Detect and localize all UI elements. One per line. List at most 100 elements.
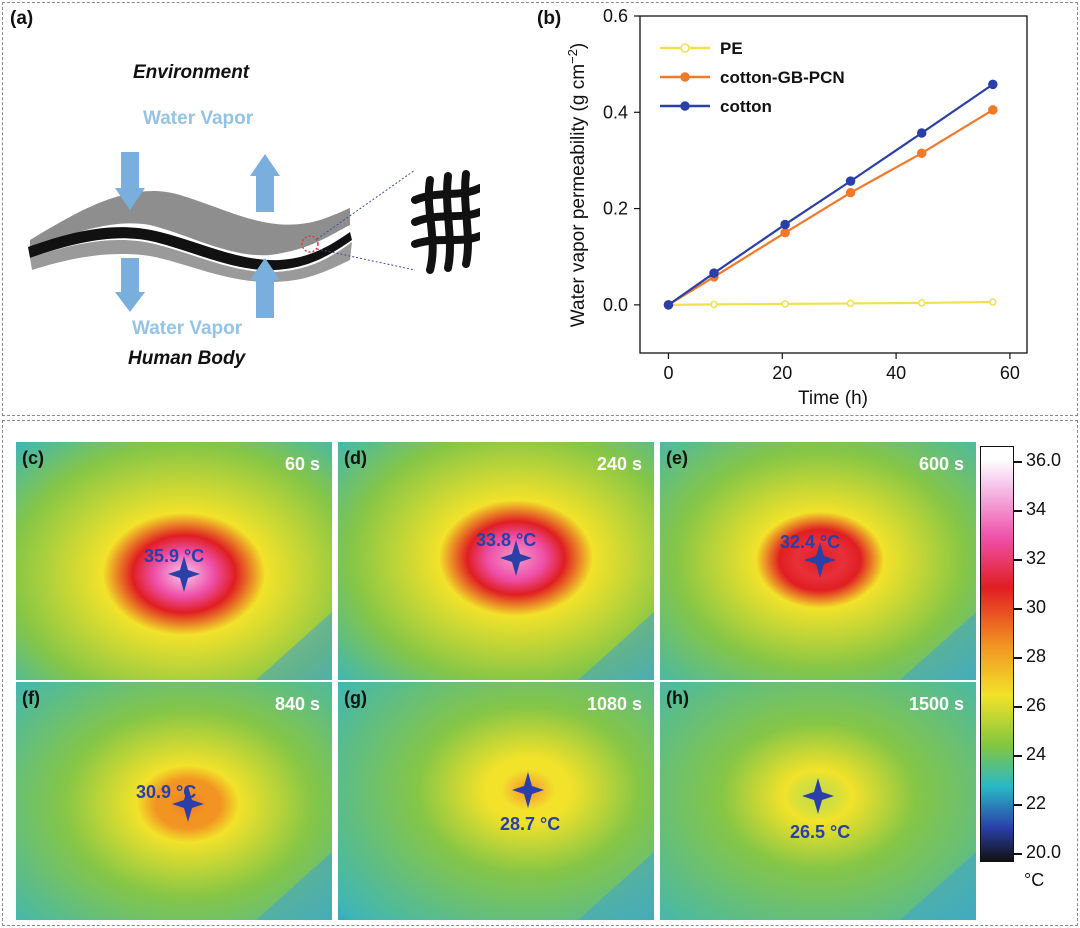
time-label: 600 s <box>918 454 964 474</box>
data-point-cotton <box>663 300 674 310</box>
star-marker-icon <box>500 540 532 576</box>
y-tick-label: 0.6 <box>603 6 628 26</box>
environment-label: Environment <box>133 62 250 83</box>
thermal-image-3: (e) 600 s 32.4 °C <box>660 442 976 680</box>
human-body-label: Human Body <box>128 348 246 369</box>
series-line-pe <box>668 300 993 306</box>
x-tick-label: 20 <box>772 363 792 383</box>
thermal-image-5: (g) 1080 s 28.7 °C <box>338 682 654 920</box>
legend-marker <box>680 101 690 111</box>
y-axis-title: Water vapor permeability (g cm−2) <box>565 43 589 327</box>
arrow-down-top-icon <box>115 152 145 210</box>
data-point-cotton <box>845 176 856 186</box>
woven-mesh-icon <box>411 170 480 274</box>
legend-marker <box>680 72 690 82</box>
panel-label: (c) <box>22 448 44 468</box>
arrow-up-top-icon <box>250 154 280 212</box>
data-point-cotton <box>780 219 790 230</box>
zoom-line-top <box>316 169 416 240</box>
colorbar-tick-label: 24 <box>1026 744 1047 764</box>
colorbar-tick-mark <box>1014 510 1022 512</box>
legend-marker <box>680 43 690 53</box>
chart-plot-area <box>639 15 1028 354</box>
colorbar-tick-mark <box>1014 657 1022 659</box>
top-panel-frame <box>2 2 1078 416</box>
background-shadow <box>900 612 976 680</box>
data-point-pe <box>781 300 789 308</box>
permeability-chart: 0 20 40 60 0.0 0.2 0.4 0.6 Time (h) Water vapo… <box>565 6 1028 409</box>
y-tick-label: 0.4 <box>603 102 628 122</box>
temperature-label: 35.9 °C <box>144 546 205 566</box>
panel-a-label: (a) <box>10 8 34 29</box>
thermal-image-2: (d) 240 s 33.8 °C <box>338 442 654 680</box>
y-axis-title-close: ) <box>568 43 589 49</box>
legend-label: cotton-GB-PCN <box>720 68 845 87</box>
data-point-cotton-gb-pcn <box>780 227 790 238</box>
data-point-cotton <box>709 268 719 278</box>
panel-b-label: (b) <box>537 8 562 29</box>
background-shadow <box>256 612 332 680</box>
fabric-black-layer <box>28 227 352 271</box>
star-marker-icon <box>172 786 204 822</box>
panel-label: (d) <box>344 448 367 468</box>
y-axis-title-main: Water vapor permeability (g cm <box>568 64 589 327</box>
thermal-image-4: (f) 840 s 30.9 °C <box>16 682 332 920</box>
temperature-label: 32.4 °C <box>780 532 841 552</box>
temperature-label: 33.8 °C <box>476 530 537 550</box>
colorbar-tick-mark <box>1014 706 1022 708</box>
background-shadow <box>256 852 332 920</box>
temperature-label: 26.5 °C <box>790 822 851 842</box>
fabric-top-layer <box>30 191 350 256</box>
y-tick-label: 0.2 <box>603 199 628 219</box>
colorbar-tick-mark <box>1014 608 1022 610</box>
star-marker-icon <box>802 778 834 814</box>
data-point-pe <box>989 298 997 306</box>
time-label: 1080 s <box>586 694 642 714</box>
y-tick-label: 0.0 <box>603 295 628 315</box>
arrow-down-bottom-icon <box>115 258 145 312</box>
bottom-panel-frame <box>2 420 1078 926</box>
time-label: 1500 s <box>908 694 964 714</box>
data-point-cotton-gb-pcn <box>916 148 927 158</box>
colorbar-tick-mark <box>1014 461 1022 463</box>
colorbar-tick-mark <box>1014 755 1022 757</box>
zoom-line-bottom <box>316 248 416 271</box>
x-tick-label: 0 <box>663 363 673 383</box>
data-point-cotton-gb-pcn <box>988 105 998 115</box>
data-point-cotton-gb-pcn <box>845 187 856 198</box>
data-point-pe <box>846 299 855 308</box>
star-marker-icon <box>168 556 200 592</box>
panel-label: (f) <box>22 688 40 708</box>
colorbar-tick-mark <box>1014 559 1022 561</box>
x-tick-label: 40 <box>886 363 906 383</box>
temperature-label: 30.9 °C <box>136 782 197 802</box>
legend-label: PE <box>720 39 743 58</box>
temperature-label: 28.7 °C <box>500 814 561 834</box>
thermal-image-6: (h) 1500 s 26.5 °C <box>660 682 976 920</box>
time-label: 840 s <box>274 694 320 714</box>
fabric-bottom-layer <box>30 239 352 282</box>
data-point-pe <box>917 299 926 307</box>
panel-label: (g) <box>344 688 367 708</box>
colorbar <box>980 446 1016 862</box>
time-label: 60 s <box>284 454 320 474</box>
colorbar-tick-label: 22 <box>1026 793 1047 813</box>
colorbar-tick-label: 20.0 <box>1026 842 1062 862</box>
series-line-cotton <box>667 83 994 306</box>
water-vapor-bottom-label: Water Vapor <box>132 318 243 339</box>
colorbar-tick-label: 34 <box>1026 499 1047 519</box>
colorbar-tick-label: 32 <box>1026 548 1047 568</box>
colorbar-tick-mark <box>1014 853 1022 855</box>
background-shadow <box>578 852 654 920</box>
y-axis-title-sup: −2 <box>565 49 580 64</box>
panel-label: (e) <box>666 448 688 468</box>
star-marker-icon <box>804 542 836 578</box>
data-point-cotton <box>988 79 998 90</box>
legend-label: cotton <box>720 97 772 116</box>
star-marker-icon <box>512 772 544 808</box>
colorbar-tick-label: 36.0 <box>1026 450 1062 470</box>
colorbar-gradient <box>980 446 1014 862</box>
water-vapor-top-label: Water Vapor <box>143 108 254 129</box>
colorbar-tick-label: 30 <box>1026 597 1047 617</box>
colorbar-unit: °C <box>1024 870 1045 890</box>
